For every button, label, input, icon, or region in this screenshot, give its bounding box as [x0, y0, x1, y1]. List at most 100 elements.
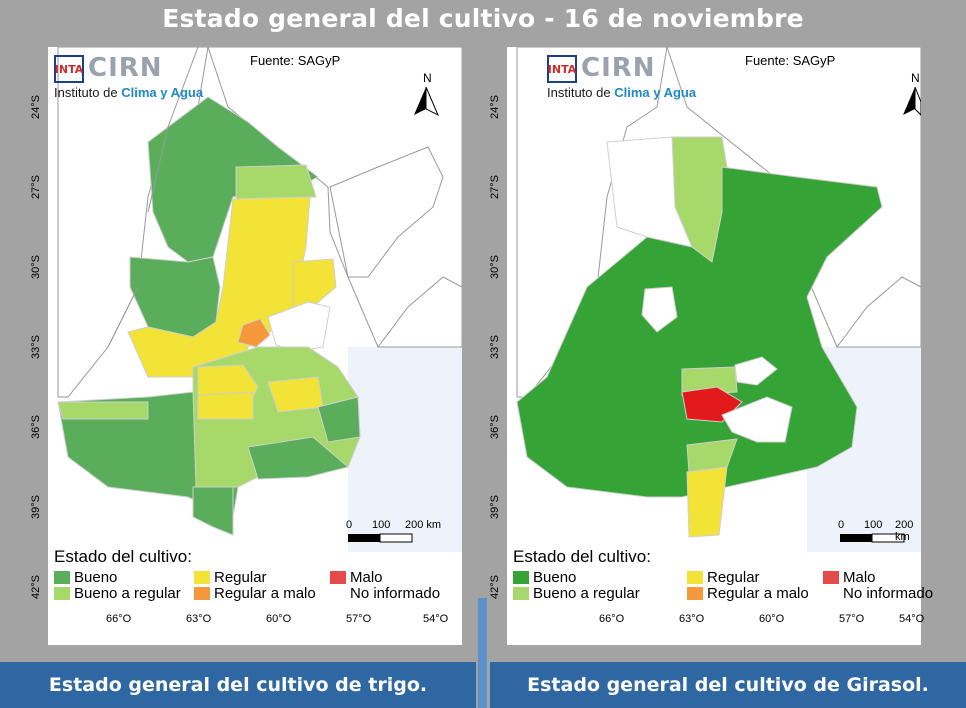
legend-item-bueno: Bueno — [513, 569, 576, 586]
inta-logo: INTA — [547, 55, 577, 83]
region-bueno-regular-lp — [57, 401, 149, 420]
legend-title: Estado del cultivo: — [513, 547, 651, 566]
lat-label: 24°S — [30, 95, 42, 119]
legend-item-bueno-regular: Bueno a regular — [513, 585, 640, 602]
scale-zero: 0 — [838, 519, 845, 531]
legend-label: Bueno — [74, 569, 118, 586]
legend-item-malo: Malo — [330, 569, 383, 586]
legend-label: Bueno a regular — [74, 585, 181, 602]
page-title: Estado general del cultivo - 16 de novie… — [162, 4, 804, 33]
lat-label: 39°S — [489, 495, 501, 519]
cirn-logo: INTA CIRN Instituto de Clima y Agua — [547, 53, 717, 103]
legend-item-regular: Regular — [194, 569, 267, 586]
legend-item-no-informado: No informado — [823, 585, 933, 602]
lat-label: 30°S — [489, 255, 501, 279]
region-no-informado-sc — [721, 396, 793, 443]
legend-swatch — [513, 587, 529, 600]
lon-label: 54°O — [899, 613, 925, 625]
lat-label: 30°S — [30, 255, 42, 279]
legend-item-bueno-regular: Bueno a regular — [54, 585, 181, 602]
divider — [478, 598, 487, 708]
region-regular-s — [686, 466, 728, 538]
region-bueno-lp — [57, 391, 239, 518]
legend-title: Estado del cultivo: — [54, 547, 192, 566]
logo-subtitle-plain: Instituto de — [547, 85, 615, 100]
north-label: N — [423, 71, 432, 85]
lon-label: 66°O — [106, 613, 132, 625]
region-regular-malo — [237, 318, 271, 348]
lat-label: 33°S — [30, 335, 42, 359]
scale-mid: 100 — [372, 519, 391, 531]
legend-item-regular: Regular — [687, 569, 760, 586]
logo-subtitle-colored: Clima y Agua — [121, 85, 204, 100]
region-bueno-ba-south — [247, 436, 350, 480]
lon-label: 60°O — [759, 613, 785, 625]
lon-label: 60°O — [266, 613, 292, 625]
region-regular-ba2 — [197, 391, 254, 420]
legend-swatch — [194, 587, 210, 600]
logo-subtitle-colored: Clima y Agua — [614, 85, 697, 100]
lon-label: 54°O — [423, 613, 449, 625]
legend-label: Malo — [350, 569, 383, 586]
cirn-wordmark: CIRN — [88, 53, 163, 83]
legend-item-malo: Malo — [823, 569, 876, 586]
lat-label: 27°S — [489, 175, 501, 199]
legend-label: Malo — [843, 569, 876, 586]
region-regular-er — [292, 258, 337, 310]
region-no-informado-cw — [641, 286, 678, 333]
region-regular-ba3 — [267, 376, 324, 413]
map-panel-trigo: Fuente: SAGyP INTA CIRN Instituto de Cli… — [30, 47, 462, 645]
scale-mid: 100 — [864, 519, 883, 531]
scale-bar — [840, 533, 905, 543]
caption-trigo: Estado general del cultivo de trigo. — [0, 662, 476, 708]
legend-swatch — [687, 571, 703, 584]
scale-bar — [348, 533, 413, 543]
scale-end: 200 km — [895, 519, 914, 543]
scale-end: 200 km — [405, 519, 442, 531]
region-no-informado — [267, 301, 331, 353]
legend-swatch — [687, 587, 703, 600]
scale-zero: 0 — [346, 519, 353, 531]
legend-swatch — [823, 587, 839, 600]
legend-item-bueno: Bueno — [54, 569, 117, 586]
lat-label: 42°S — [30, 575, 42, 599]
logo-subtitle-plain: Instituto de — [54, 85, 122, 100]
legend-label: Regular a malo — [214, 585, 316, 602]
legend-swatch — [330, 571, 346, 584]
lon-label: 57°O — [839, 613, 865, 625]
legend-label: Regular — [707, 569, 760, 586]
source-label: Fuente: SAGyP — [250, 53, 341, 68]
region-bueno-cw — [129, 256, 221, 338]
legend-label: Bueno — [533, 569, 577, 586]
legend-label: Regular — [214, 569, 267, 586]
legend-label: Bueno a regular — [533, 585, 640, 602]
sea-area — [348, 347, 462, 552]
region-bueno-south — [192, 486, 234, 536]
region-bueno-regular-c — [681, 366, 738, 396]
cirn-logo: INTA CIRN Instituto de Clima y Agua — [54, 53, 224, 103]
north-label: N — [911, 71, 920, 85]
map-panel-girasol: Fuente: SAGyP INTA CIRN Instituto de Cli… — [489, 47, 933, 645]
lat-label: 27°S — [30, 175, 42, 199]
lon-label: 63°O — [679, 613, 705, 625]
cirn-wordmark: CIRN — [581, 53, 656, 83]
lat-label: 36°S — [30, 415, 42, 439]
lat-label: 42°S — [489, 575, 501, 599]
legend-swatch — [330, 587, 346, 600]
legend-swatch — [513, 571, 529, 584]
region-bueno-ba-east — [317, 396, 361, 443]
logo-subtitle: Instituto de Clima y Agua — [54, 85, 203, 100]
lat-label: 33°S — [489, 335, 501, 359]
legend-swatch — [823, 571, 839, 584]
legend-label: No informado — [350, 585, 441, 602]
map-girasol — [516, 47, 921, 552]
lon-label: 66°O — [599, 613, 625, 625]
north-arrow-icon — [414, 86, 439, 117]
north-arrow-icon — [903, 86, 921, 116]
lon-label: 63°O — [186, 613, 212, 625]
legend-label: Regular a malo — [707, 585, 809, 602]
caption-girasol: Estado general del cultivo de Girasol. — [490, 662, 966, 708]
source-label: Fuente: SAGyP — [745, 53, 836, 68]
lon-label: 57°O — [346, 613, 372, 625]
map-trigo — [57, 47, 462, 552]
